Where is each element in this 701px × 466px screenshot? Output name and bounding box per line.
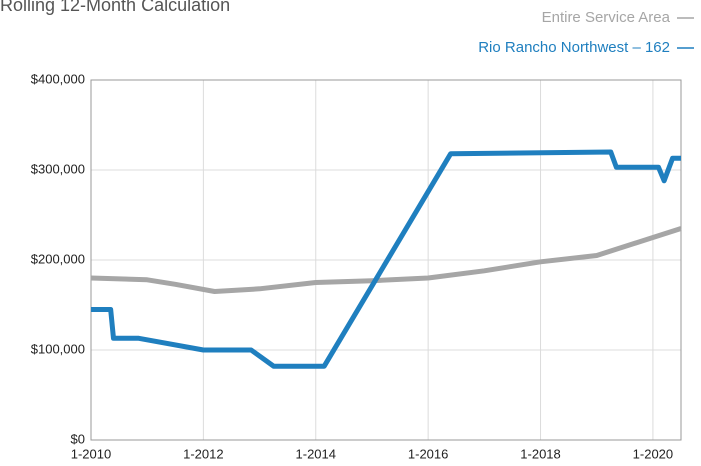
y-tick-label: $200,000 [31,251,85,266]
y-tick-label: $400,000 [31,71,85,86]
x-tick-label: 1-2010 [71,446,111,461]
chart-title: Rolling 12-Month Calculation [0,0,230,15]
y-tick-label: $0 [71,431,85,446]
legend-label: Rio Rancho Northwest – 162 [478,39,670,56]
x-tick-label: 1-2018 [520,446,560,461]
y-tick-label: $300,000 [31,161,85,176]
line-series [90,226,682,294]
x-tick-label: 1-2014 [296,446,336,461]
y-tick-label: $100,000 [31,341,85,356]
x-tick-label: 1-2016 [408,446,448,461]
line-series [91,149,681,369]
x-tick-label: 1-2020 [633,446,673,461]
x-tick-label: 1-2012 [183,446,223,461]
legend-label: Entire Service Area [542,9,671,26]
plot-frame [90,79,682,441]
